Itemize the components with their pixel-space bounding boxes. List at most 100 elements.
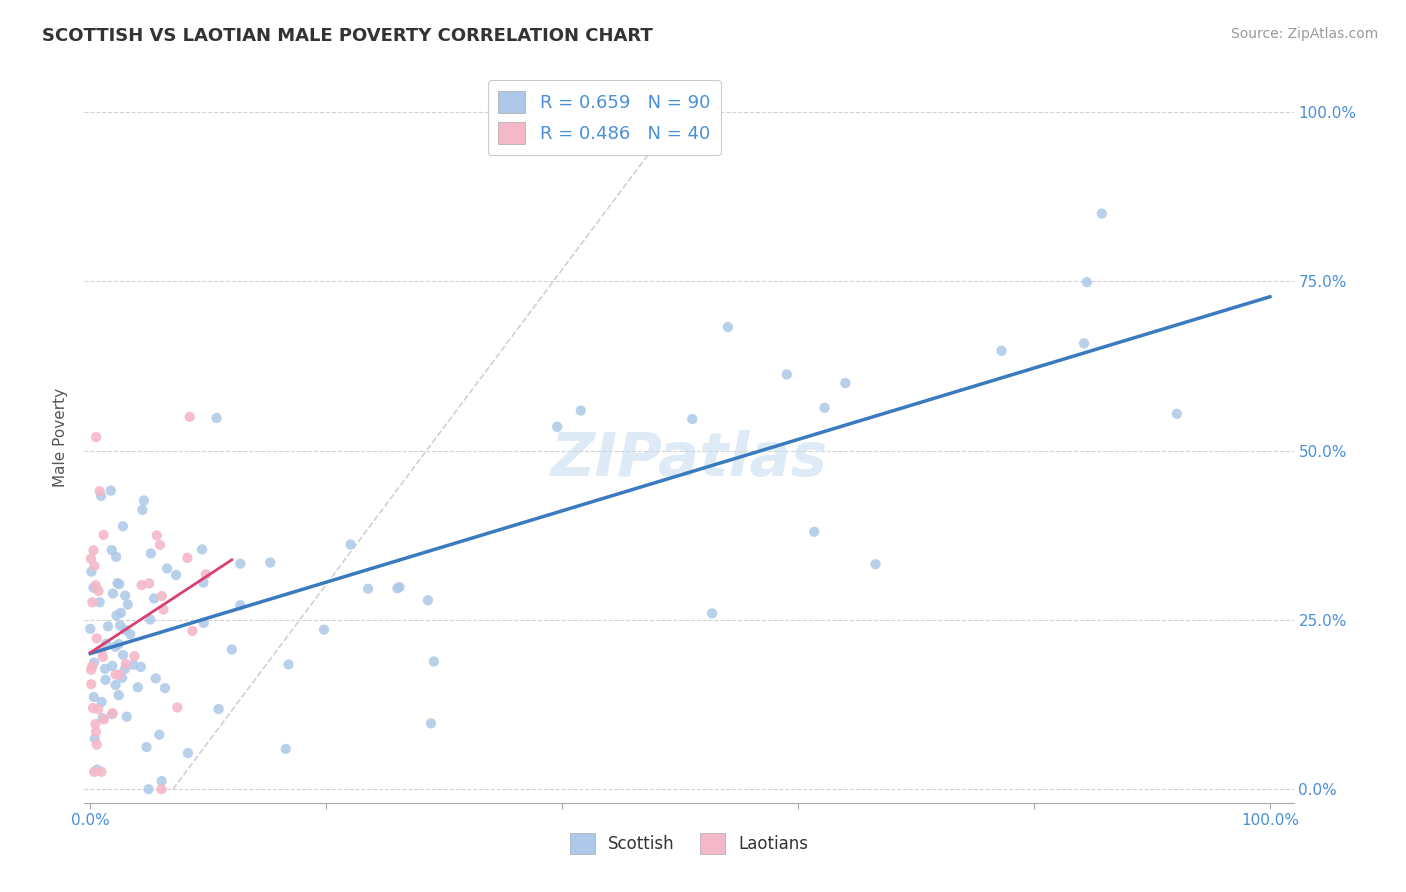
- Point: [83, 558, 105, 573]
- Point: [229, 598, 252, 612]
- Point: [91, 649, 114, 664]
- Point: [82, 701, 104, 715]
- Point: [194, 567, 217, 582]
- Point: [700, 607, 723, 621]
- Point: [387, 582, 409, 596]
- Point: [1073, 336, 1095, 351]
- Point: [546, 419, 568, 434]
- Point: [176, 550, 198, 565]
- Point: [87, 583, 110, 598]
- Point: [115, 710, 138, 724]
- Point: [93, 528, 115, 542]
- Point: [205, 411, 228, 425]
- Point: [117, 598, 139, 612]
- Point: [803, 524, 825, 539]
- Point: [181, 624, 204, 638]
- Point: [114, 662, 136, 676]
- Point: [150, 589, 173, 603]
- Point: [104, 678, 127, 692]
- Point: [90, 695, 112, 709]
- Point: [114, 623, 136, 637]
- Point: [156, 561, 179, 575]
- Point: [83, 656, 105, 670]
- Point: [177, 746, 200, 760]
- Point: [82, 543, 104, 558]
- Point: [145, 672, 167, 686]
- Point: [259, 556, 281, 570]
- Point: [131, 503, 153, 517]
- Point: [101, 658, 124, 673]
- Point: [153, 681, 176, 695]
- Point: [97, 619, 120, 633]
- Point: [105, 549, 128, 564]
- Point: [834, 376, 856, 390]
- Point: [131, 578, 153, 592]
- Point: [193, 575, 215, 590]
- Point: [207, 702, 229, 716]
- Point: [122, 657, 145, 672]
- Point: [312, 623, 335, 637]
- Point: [104, 640, 127, 654]
- Point: [89, 595, 111, 609]
- Point: [388, 580, 411, 594]
- Point: [143, 591, 166, 606]
- Point: [112, 648, 135, 662]
- Point: [1091, 206, 1114, 220]
- Point: [83, 764, 105, 779]
- Point: [82, 659, 104, 673]
- Point: [104, 667, 127, 681]
- Point: [84, 724, 107, 739]
- Point: [813, 401, 835, 415]
- Point: [86, 738, 108, 752]
- Point: [865, 558, 887, 572]
- Point: [135, 740, 157, 755]
- Point: [93, 712, 115, 726]
- Point: [150, 774, 173, 789]
- Point: [108, 577, 131, 591]
- Point: [152, 602, 174, 616]
- Point: [114, 657, 136, 671]
- Point: [132, 493, 155, 508]
- Point: [114, 589, 136, 603]
- Point: [107, 576, 129, 591]
- Point: [79, 622, 101, 636]
- Point: [149, 538, 172, 552]
- Point: [84, 430, 107, 444]
- Point: [101, 586, 124, 600]
- Point: [80, 565, 103, 579]
- Point: [990, 343, 1012, 358]
- Point: [111, 519, 134, 533]
- Point: [776, 368, 799, 382]
- Point: [339, 537, 361, 551]
- Text: ZIPatlas: ZIPatlas: [550, 430, 828, 489]
- Point: [94, 662, 117, 676]
- Point: [139, 546, 162, 560]
- Point: [108, 618, 131, 632]
- Point: [138, 576, 160, 591]
- Point: [91, 711, 114, 725]
- Point: [90, 489, 112, 503]
- Point: [82, 581, 104, 595]
- Point: [82, 595, 104, 609]
- Point: [221, 642, 243, 657]
- Text: SCOTTISH VS LAOTIAN MALE POVERTY CORRELATION CHART: SCOTTISH VS LAOTIAN MALE POVERTY CORRELA…: [42, 27, 652, 45]
- Point: [569, 403, 592, 417]
- Point: [89, 484, 111, 499]
- Legend: Scottish, Laotians: Scottish, Laotians: [564, 827, 814, 860]
- Point: [166, 700, 188, 714]
- Text: Source: ZipAtlas.com: Source: ZipAtlas.com: [1230, 27, 1378, 41]
- Point: [100, 483, 122, 498]
- Point: [357, 582, 380, 596]
- Point: [86, 763, 108, 777]
- Point: [681, 412, 703, 426]
- Point: [1076, 275, 1098, 289]
- Point: [107, 637, 129, 651]
- Point: [423, 655, 446, 669]
- Point: [108, 667, 131, 681]
- Point: [86, 632, 108, 646]
- Point: [420, 716, 443, 731]
- Point: [80, 677, 103, 691]
- Point: [129, 660, 152, 674]
- Point: [105, 608, 128, 623]
- Point: [83, 690, 105, 704]
